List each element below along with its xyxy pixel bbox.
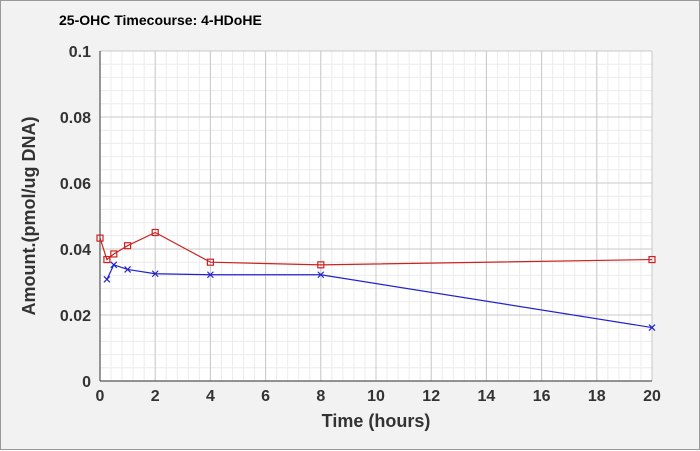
y-tick-label: 0.08 xyxy=(60,110,91,127)
x-tick-label: 20 xyxy=(643,388,661,405)
data-point-stroke xyxy=(648,324,656,331)
series-layer xyxy=(96,228,656,331)
y-tick-label: 0.1 xyxy=(69,44,91,61)
data-point-stroke xyxy=(151,270,159,278)
y-axis-label: Amount.(pmol/ug DNA) xyxy=(19,117,39,316)
chart-title: 25-OHC Timecourse: 4-HDoHE xyxy=(59,12,262,28)
x-tick-label: 4 xyxy=(206,388,215,405)
x-tick-label: 16 xyxy=(533,388,551,405)
x-axis-label: Time (hours) xyxy=(322,411,431,431)
data-point xyxy=(206,271,214,279)
tick-labels: 0 2 4 6 8 10 12 14 16 18 20 0 0.02 0.04 0.06 0.08 0.1 xyxy=(60,44,661,405)
data-point xyxy=(648,255,656,264)
data-point xyxy=(648,324,656,331)
data-point xyxy=(123,242,132,250)
x-tick-label: 12 xyxy=(422,388,440,405)
data-point-stroke xyxy=(103,275,111,283)
y-tick-label: 0.04 xyxy=(60,242,91,259)
data-point xyxy=(110,250,118,258)
x-tick-label: 18 xyxy=(588,388,606,405)
data-point xyxy=(317,261,325,269)
x-tick-label: 2 xyxy=(151,388,160,405)
series-line xyxy=(99,231,653,266)
data-point xyxy=(151,228,159,237)
data-point xyxy=(103,275,111,283)
y-tick-label: 0 xyxy=(82,374,91,391)
data-point-stroke xyxy=(124,266,132,273)
x-tick-label: 14 xyxy=(478,388,496,405)
series-2 xyxy=(103,261,656,331)
y-tick-label: 0.02 xyxy=(60,308,91,325)
data-point-stroke xyxy=(317,271,325,279)
x-tick-label: 8 xyxy=(316,388,325,405)
x-tick-label: 10 xyxy=(367,388,385,405)
data-point-stroke xyxy=(206,271,214,279)
data-point xyxy=(317,271,325,279)
x-tick-label: 0 xyxy=(96,388,105,405)
data-point-stroke xyxy=(110,261,118,269)
data-point xyxy=(96,234,104,242)
data-point xyxy=(124,266,132,273)
data-point xyxy=(103,255,111,264)
x-tick-label: 6 xyxy=(261,388,270,405)
axes xyxy=(99,51,652,382)
data-point xyxy=(110,261,118,269)
data-point xyxy=(206,258,214,266)
series-1 xyxy=(96,228,656,269)
y-tick-label: 0.06 xyxy=(60,176,91,193)
data-point xyxy=(151,270,159,278)
